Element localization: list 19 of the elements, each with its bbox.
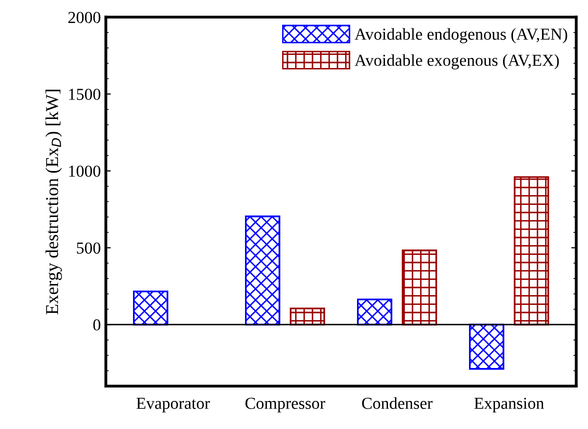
x-tick-label: Compressor bbox=[245, 398, 326, 412]
y-tick-label: 1500 bbox=[69, 88, 100, 100]
y-tick-label: 500 bbox=[76, 242, 100, 254]
bar bbox=[290, 308, 326, 326]
legend-label: Avoidable endogenous (AV,EN) bbox=[354, 28, 568, 44]
y-tick-label: 0 bbox=[93, 319, 100, 331]
y-tick-label: 1000 bbox=[69, 166, 100, 177]
bar bbox=[469, 324, 504, 370]
x-tick-label: Expansion bbox=[474, 398, 544, 412]
bar bbox=[245, 216, 280, 326]
legend-label: Avoidable exogenous (AV,EX) bbox=[354, 54, 559, 70]
bar bbox=[357, 298, 392, 326]
y-axis-title: Exergy destruction (Ex$_{D}$) [kW] bbox=[45, 90, 62, 314]
bar bbox=[133, 290, 168, 326]
bar bbox=[402, 250, 438, 326]
y-tick-label: 2000 bbox=[68, 12, 100, 24]
x-tick-label: Evaporator bbox=[136, 398, 210, 412]
bar bbox=[514, 176, 550, 326]
x-tick-label: Condenser bbox=[362, 397, 433, 409]
